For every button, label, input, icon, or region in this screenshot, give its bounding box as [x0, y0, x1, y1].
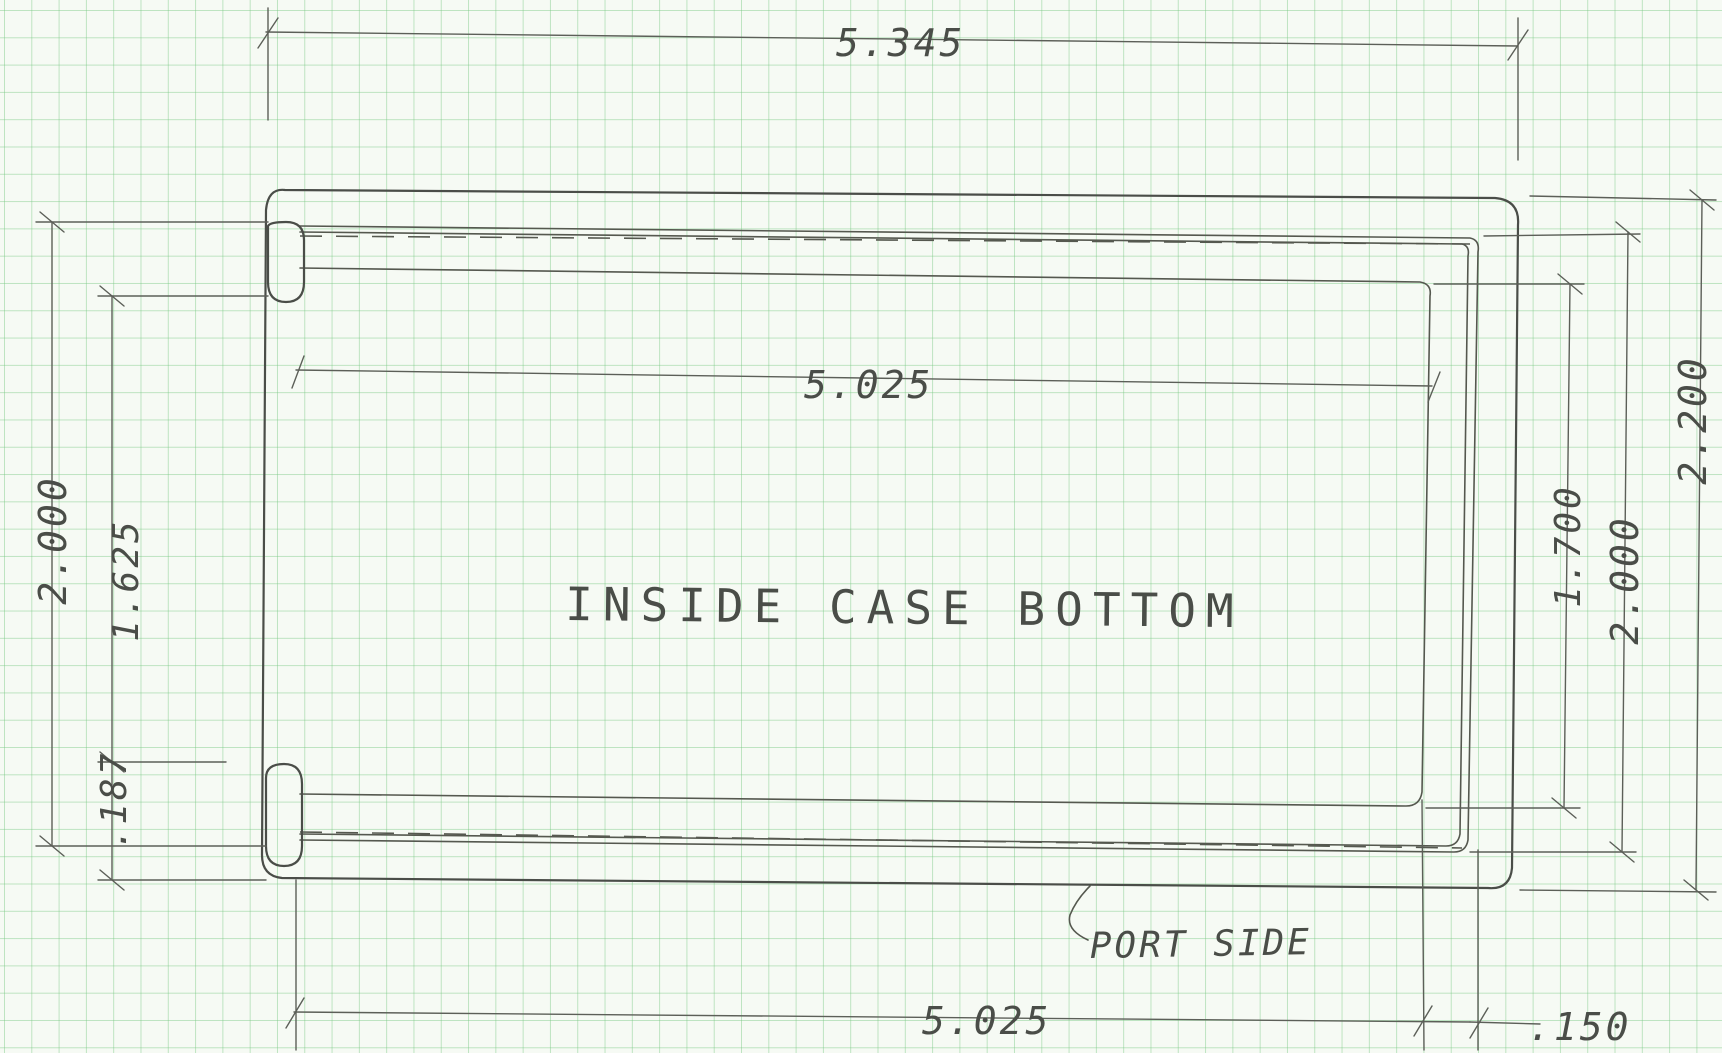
tick-left-inner-bottom — [99, 869, 125, 891]
outer-case-outline — [260, 188, 1520, 890]
tick-right-mid-top — [1615, 221, 1641, 243]
dim-text-left-inner-height: 1.625 — [106, 518, 147, 641]
tick-inner-left — [291, 355, 305, 389]
dim-text-left-height: 2.000 — [31, 475, 75, 604]
inner-wall-outline — [299, 225, 1480, 853]
dim-line-right-outer — [1695, 199, 1703, 891]
port-side-label: PORT SIDE — [1089, 922, 1312, 967]
dim-text-inner-width: 5.025 — [804, 363, 933, 407]
tick-left-inner-top — [99, 285, 125, 307]
tick-top-right — [1507, 29, 1529, 61]
dim-text-bottom-width: 5.025 — [922, 999, 1051, 1043]
tick-inner-right — [1427, 371, 1441, 403]
hidden-line-bottom — [299, 831, 1463, 849]
ext-line-right-outer-top — [1529, 195, 1717, 201]
corner-post-top-left — [266, 220, 306, 304]
dim-text-left-offset: .187 — [94, 751, 135, 850]
ext-line-right-mid-top — [1483, 233, 1641, 237]
tick-bottom-mid — [1413, 1005, 1433, 1037]
tick-right-inner-top — [1557, 273, 1583, 295]
tick-right-mid-bottom — [1609, 841, 1635, 863]
ext-line-bottom-mid — [1421, 799, 1425, 1051]
dim-text-right-outer-height: 2.200 — [1671, 355, 1715, 484]
dim-line-right-mid — [1621, 231, 1629, 853]
tick-right-inner-bottom — [1551, 797, 1577, 819]
ext-line-right-outer-bottom — [1519, 889, 1717, 893]
tick-bottom-left — [285, 997, 305, 1029]
dim-line-right-inner — [1563, 283, 1571, 809]
dim-line-bottom — [293, 1011, 1471, 1023]
inner-floor-outline — [299, 267, 1432, 807]
dim-text-bottom-offset: .150 — [1528, 1005, 1632, 1049]
port-side-leader — [1068, 885, 1091, 941]
dim-text-top-overall: 5.345 — [836, 21, 965, 65]
tick-top-left — [257, 17, 279, 49]
tick-left-inner-mid — [99, 751, 125, 773]
tick-left-outer-bottom — [39, 835, 65, 857]
dim-line-inner — [295, 369, 1433, 387]
hidden-line-top — [299, 235, 1471, 245]
dim-text-right-height: 2.000 — [1603, 515, 1647, 644]
dim-text-right-inner-height: 1.700 — [1548, 484, 1589, 607]
tick-bottom-right — [1469, 1007, 1489, 1039]
tick-right-outer-top — [1689, 189, 1715, 211]
tick-right-outer-bottom — [1683, 879, 1709, 901]
tick-left-outer-top — [39, 211, 65, 233]
dim-line-top — [265, 31, 1519, 47]
dim-line-bottom-offset — [1469, 1021, 1541, 1025]
corner-post-bottom-left — [264, 762, 304, 868]
drawing-title: INSIDE CASE BOTTOM — [565, 577, 1244, 638]
inner-wall-outline-2 — [299, 231, 1470, 847]
